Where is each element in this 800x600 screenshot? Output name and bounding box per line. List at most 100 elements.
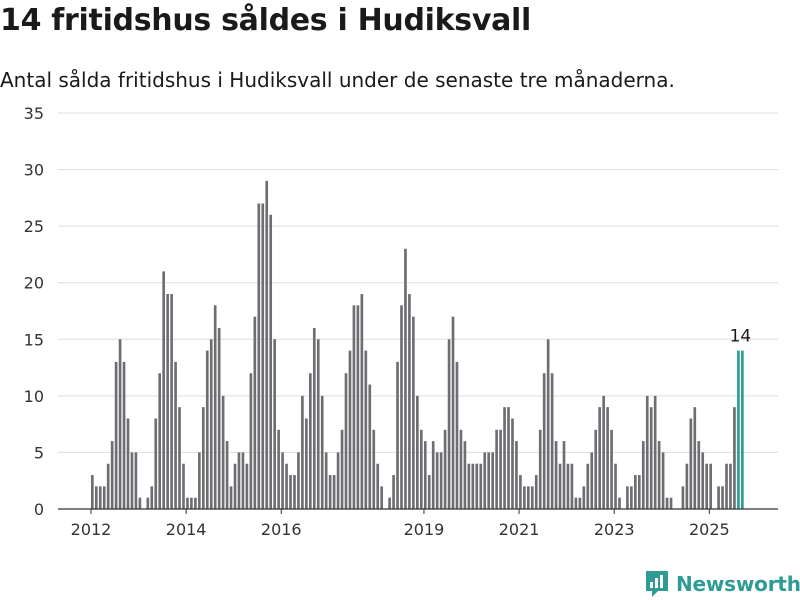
- bar: [507, 407, 510, 509]
- bar: [499, 429, 502, 509]
- brand-name: Newsworthy: [676, 572, 800, 596]
- bar: [146, 497, 150, 509]
- bar: [483, 452, 487, 509]
- bar: [554, 441, 558, 509]
- x-tick-label: 2021: [499, 520, 540, 539]
- x-tick-label: 2023: [594, 520, 635, 539]
- bar: [158, 373, 162, 509]
- bar: [110, 441, 114, 509]
- bar: [701, 452, 705, 509]
- bar: [309, 373, 312, 509]
- bar: [574, 497, 578, 509]
- bar: [261, 203, 265, 509]
- bar: [681, 486, 685, 509]
- bar: [190, 497, 193, 509]
- bar: [566, 463, 570, 509]
- bar: [641, 441, 645, 509]
- bar: [431, 441, 435, 509]
- bar: [126, 418, 130, 509]
- bar: [733, 407, 736, 509]
- bar: [427, 475, 431, 509]
- bar: [178, 407, 181, 509]
- bar: [91, 475, 94, 509]
- bar: [511, 418, 514, 509]
- bar: [245, 463, 249, 509]
- bar: [134, 452, 138, 509]
- bar: [530, 486, 534, 509]
- bar: [471, 463, 475, 509]
- bar: [225, 441, 229, 509]
- bar: [320, 395, 324, 509]
- bar: [538, 429, 542, 509]
- bar: [523, 486, 526, 509]
- bar: [451, 316, 455, 509]
- bar: [709, 463, 712, 509]
- bar: [253, 316, 257, 509]
- bar: [519, 475, 522, 509]
- y-tick-label: 10: [24, 387, 44, 406]
- bar: [344, 373, 348, 509]
- bar: [229, 486, 233, 509]
- bar: [396, 361, 399, 509]
- bar: [166, 294, 169, 509]
- bar: [459, 429, 463, 509]
- bar: [237, 452, 241, 509]
- bar: [324, 452, 328, 509]
- bar: [221, 395, 225, 509]
- bar: [527, 486, 530, 509]
- x-tick-label: 2016: [261, 520, 302, 539]
- bar: [130, 452, 134, 509]
- bar: [467, 463, 471, 509]
- bar: [606, 407, 609, 509]
- bar: [582, 486, 586, 509]
- bar: [392, 475, 395, 509]
- bar: [618, 497, 621, 509]
- bar: [138, 497, 142, 509]
- bar: [404, 248, 407, 509]
- bar: [729, 463, 732, 509]
- bar: [737, 350, 740, 509]
- newsworthy-logo: Newsworthy: [644, 569, 800, 599]
- bar: [447, 339, 451, 509]
- bar: [205, 350, 209, 509]
- bar: [241, 452, 245, 509]
- bar: [463, 441, 467, 509]
- bar: [412, 316, 415, 509]
- y-tick-label: 25: [24, 217, 44, 236]
- chart-subtitle: Antal sålda fritidshus i Hudiksvall unde…: [0, 68, 675, 92]
- bar: [653, 395, 657, 509]
- bar: [475, 463, 479, 509]
- bar: [380, 486, 384, 509]
- bar: [194, 497, 197, 509]
- x-axis: 2012 2014 2016 2019 2021 2023 2025: [58, 508, 778, 539]
- bar: [162, 271, 166, 509]
- bar: [649, 407, 653, 509]
- bar: [408, 294, 411, 509]
- y-tick-label: 30: [24, 161, 44, 180]
- y-tick-label: 5: [34, 443, 44, 462]
- bar: [400, 305, 403, 509]
- bar: [301, 395, 304, 509]
- bar: [360, 294, 364, 509]
- bar: [515, 441, 518, 509]
- y-axis-ticks: 0 5 10 15 20 25 30 35: [24, 104, 44, 519]
- bar: [693, 407, 697, 509]
- bar: [741, 350, 744, 509]
- bar: [495, 429, 498, 509]
- bar: [368, 384, 372, 509]
- y-tick-label: 35: [24, 104, 44, 123]
- bar: [637, 475, 641, 509]
- bar: [273, 339, 276, 509]
- bar: [182, 463, 185, 509]
- bar: [198, 452, 201, 509]
- bar: [558, 463, 562, 509]
- bar: [705, 463, 709, 509]
- bar: [634, 475, 637, 509]
- bar: [479, 463, 483, 509]
- bar: [249, 373, 253, 509]
- bar: [336, 452, 340, 509]
- bar: [491, 452, 494, 509]
- bar: [590, 452, 594, 509]
- bar: [316, 339, 320, 509]
- bar: [233, 463, 237, 509]
